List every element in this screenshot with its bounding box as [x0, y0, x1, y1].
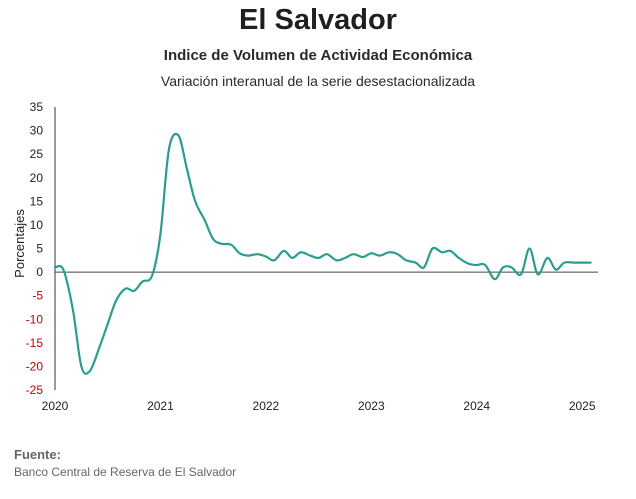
- y-tick-label: 25: [30, 147, 44, 161]
- chart-subtitle-secondary: Variación interanual de la serie desesta…: [160, 73, 476, 89]
- chart-subtitle: Indice de Volumen de Actividad Económica: [163, 47, 473, 64]
- y-tick-label: 5: [36, 242, 43, 256]
- y-tick-label: -25: [26, 383, 44, 397]
- series-line: [53, 132, 592, 375]
- y-tick-label: 0: [36, 265, 43, 279]
- y-tick-label: -20: [26, 359, 44, 373]
- y-tick-label: 30: [30, 124, 44, 138]
- y-axis-label: Porcentajes: [12, 209, 27, 278]
- x-tick-label: 2021: [147, 399, 174, 413]
- y-tick-label: -10: [26, 312, 44, 326]
- source-label: Fuente:: [14, 447, 61, 462]
- y-tick-label: -5: [32, 289, 43, 303]
- x-tick-label: 2023: [358, 399, 385, 413]
- x-tick-label: 2025: [569, 399, 596, 413]
- x-tick-label: 2024: [463, 399, 490, 413]
- x-tick-label: 2022: [253, 399, 280, 413]
- y-tick-label: 35: [30, 100, 44, 114]
- y-tick-label: 15: [30, 194, 44, 208]
- source-text: Banco Central de Reserva de El Salvador: [14, 465, 237, 479]
- x-tick-label: 2020: [42, 399, 69, 413]
- y-tick-label: 10: [30, 218, 44, 232]
- chart-title: El Salvador: [239, 4, 397, 36]
- y-tick-label: 20: [30, 171, 44, 185]
- y-tick-label: -15: [26, 336, 44, 350]
